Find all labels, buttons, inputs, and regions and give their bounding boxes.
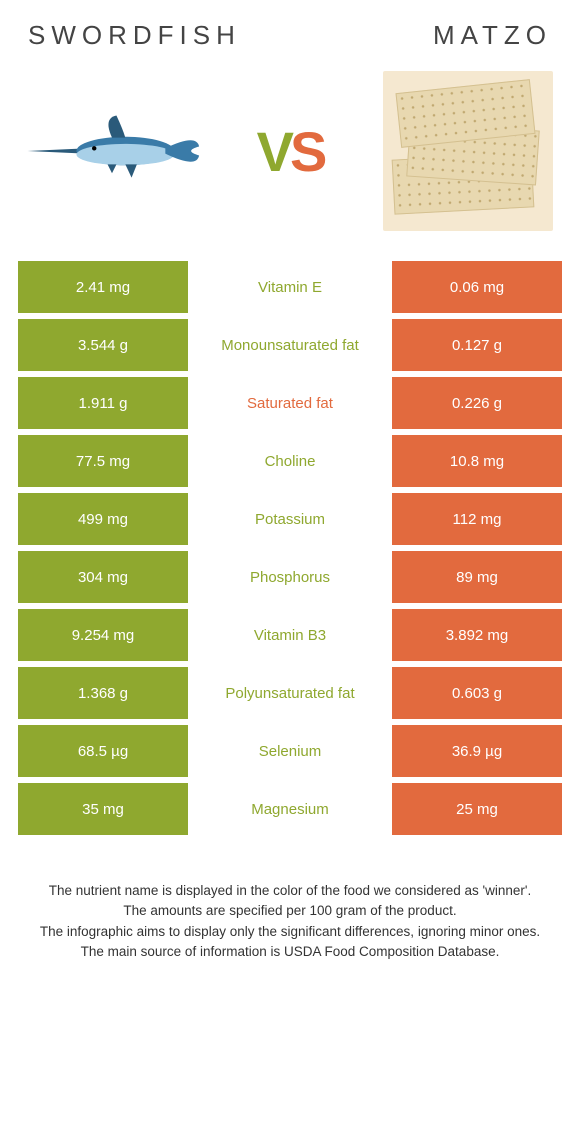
value-left: 2.41 mg <box>18 261 188 313</box>
infographic-container: SWORDFISH MATZO VS 2 <box>0 0 580 982</box>
value-right: 0.127 g <box>392 319 562 371</box>
nutrient-row: 3.544 gMonounsaturated fat0.127 g <box>18 319 562 371</box>
titles-row: SWORDFISH MATZO <box>18 20 562 71</box>
value-left: 9.254 mg <box>18 609 188 661</box>
value-left: 499 mg <box>18 493 188 545</box>
value-right: 25 mg <box>392 783 562 835</box>
footer-line-4: The main source of information is USDA F… <box>38 942 542 962</box>
vs-s: S <box>290 120 323 183</box>
value-left: 35 mg <box>18 783 188 835</box>
value-right: 3.892 mg <box>392 609 562 661</box>
value-left: 77.5 mg <box>18 435 188 487</box>
nutrient-name: Choline <box>188 435 392 487</box>
title-left: SWORDFISH <box>28 20 241 51</box>
value-left: 1.911 g <box>18 377 188 429</box>
value-left: 304 mg <box>18 551 188 603</box>
nutrient-row: 499 mgPotassium112 mg <box>18 493 562 545</box>
value-right: 10.8 mg <box>392 435 562 487</box>
value-right: 89 mg <box>392 551 562 603</box>
nutrient-name: Magnesium <box>188 783 392 835</box>
nutrient-row: 68.5 µgSelenium36.9 µg <box>18 725 562 777</box>
nutrient-name: Polyunsaturated fat <box>188 667 392 719</box>
vs-label: VS <box>257 119 324 184</box>
nutrient-row: 77.5 mgCholine10.8 mg <box>18 435 562 487</box>
footer-notes: The nutrient name is displayed in the co… <box>18 841 562 962</box>
nutrient-name: Potassium <box>188 493 392 545</box>
matzo-image <box>378 71 558 231</box>
nutrient-row: 9.254 mgVitamin B33.892 mg <box>18 609 562 661</box>
value-right: 0.226 g <box>392 377 562 429</box>
nutrient-name: Monounsaturated fat <box>188 319 392 371</box>
value-left: 3.544 g <box>18 319 188 371</box>
footer-line-2: The amounts are specified per 100 gram o… <box>38 901 542 921</box>
value-left: 1.368 g <box>18 667 188 719</box>
nutrient-row: 1.368 gPolyunsaturated fat0.603 g <box>18 667 562 719</box>
nutrient-name: Vitamin B3 <box>188 609 392 661</box>
vs-v: V <box>257 120 290 183</box>
swordfish-image <box>22 71 202 231</box>
nutrient-name: Phosphorus <box>188 551 392 603</box>
nutrient-table: 2.41 mgVitamin E0.06 mg 3.544 gMonounsatu… <box>18 261 562 835</box>
nutrient-row: 304 mgPhosphorus89 mg <box>18 551 562 603</box>
images-row: VS <box>18 71 562 261</box>
swordfish-icon <box>22 111 202 191</box>
nutrient-name: Vitamin E <box>188 261 392 313</box>
nutrient-row: 2.41 mgVitamin E0.06 mg <box>18 261 562 313</box>
nutrient-row: 35 mgMagnesium25 mg <box>18 783 562 835</box>
nutrient-name: Saturated fat <box>188 377 392 429</box>
title-right: MATZO <box>433 20 552 51</box>
footer-line-3: The infographic aims to display only the… <box>38 922 542 942</box>
footer-line-1: The nutrient name is displayed in the co… <box>38 881 542 901</box>
value-left: 68.5 µg <box>18 725 188 777</box>
value-right: 36.9 µg <box>392 725 562 777</box>
nutrient-name: Selenium <box>188 725 392 777</box>
nutrient-row: 1.911 gSaturated fat0.226 g <box>18 377 562 429</box>
value-right: 0.603 g <box>392 667 562 719</box>
value-right: 0.06 mg <box>392 261 562 313</box>
value-right: 112 mg <box>392 493 562 545</box>
